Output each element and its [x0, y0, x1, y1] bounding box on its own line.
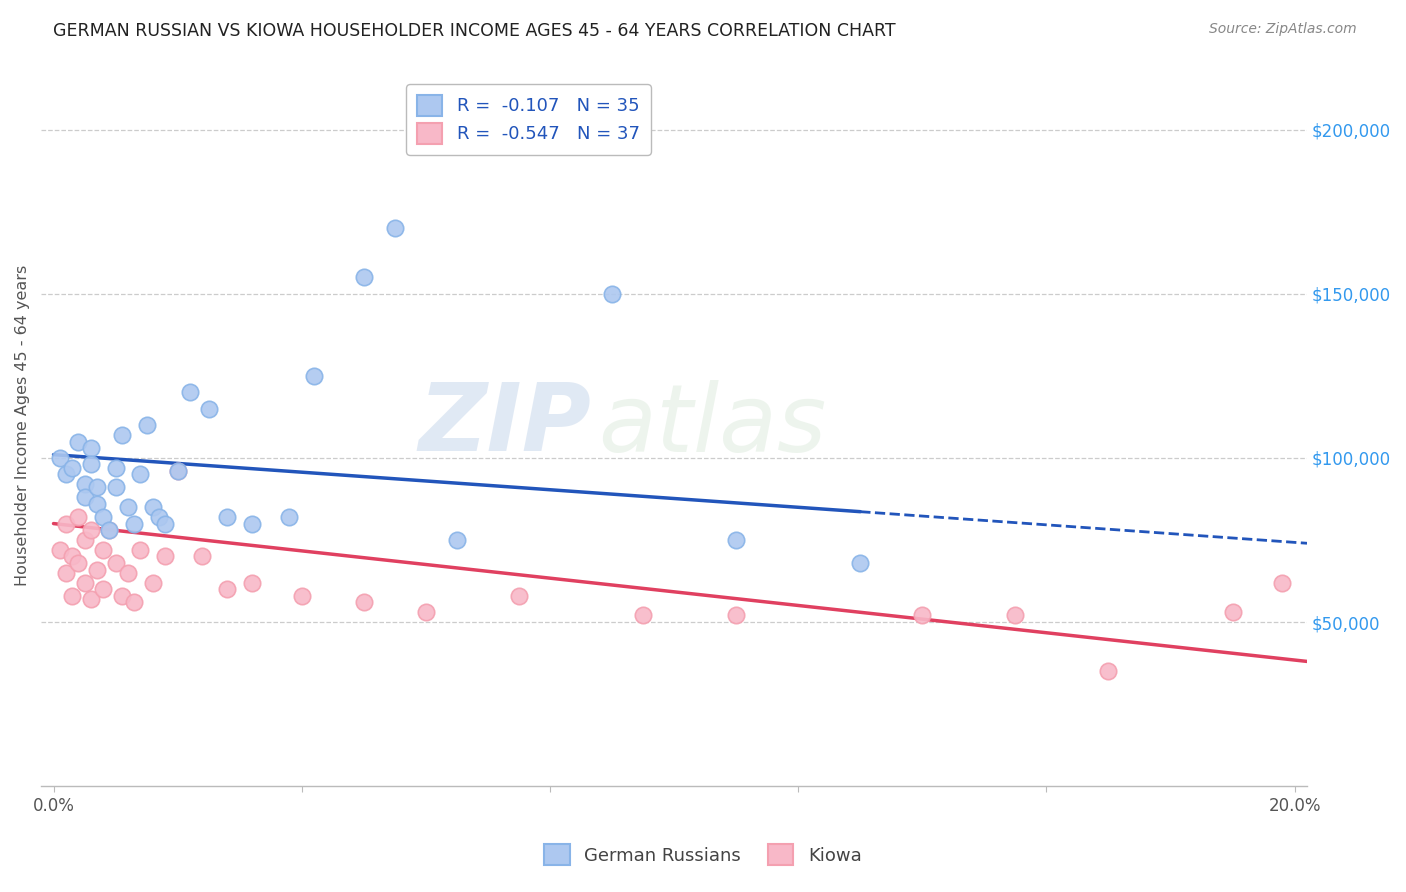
Point: [55, 516, 77, 531]
Point: [91, 510, 114, 524]
Point: [197, 401, 219, 416]
Point: [86, 480, 108, 494]
Point: [80, 441, 103, 455]
Point: [631, 608, 654, 623]
Point: [302, 368, 325, 383]
Point: [446, 533, 468, 547]
Point: [91, 542, 114, 557]
Point: [55, 467, 77, 482]
Point: [80, 592, 103, 607]
Y-axis label: Householder Income Ages 45 - 64 years: Householder Income Ages 45 - 64 years: [15, 264, 30, 586]
Point: [240, 516, 263, 531]
Point: [73, 477, 96, 491]
Point: [911, 608, 934, 623]
Point: [60, 589, 83, 603]
Point: [155, 549, 177, 564]
Point: [148, 510, 170, 524]
Point: [191, 549, 214, 564]
Point: [291, 589, 314, 603]
Legend: R =  -0.107   N = 35, R =  -0.547   N = 37: R = -0.107 N = 35, R = -0.547 N = 37: [406, 84, 651, 154]
Text: GERMAN RUSSIAN VS KIOWA HOUSEHOLDER INCOME AGES 45 - 64 YEARS CORRELATION CHART: GERMAN RUSSIAN VS KIOWA HOUSEHOLDER INCO…: [53, 22, 896, 40]
Point: [98, 523, 121, 537]
Point: [60, 549, 83, 564]
Point: [73, 533, 96, 547]
Point: [849, 556, 872, 570]
Text: ZIP: ZIP: [419, 379, 592, 471]
Point: [240, 575, 263, 590]
Point: [80, 523, 103, 537]
Point: [155, 516, 177, 531]
Text: Source: ZipAtlas.com: Source: ZipAtlas.com: [1209, 22, 1357, 37]
Point: [48, 450, 70, 465]
Point: [104, 460, 127, 475]
Point: [142, 575, 165, 590]
Point: [166, 464, 188, 478]
Point: [600, 286, 623, 301]
Point: [111, 428, 134, 442]
Point: [48, 542, 70, 557]
Point: [1004, 608, 1026, 623]
Point: [278, 510, 301, 524]
Point: [117, 500, 139, 515]
Point: [1222, 605, 1244, 619]
Point: [122, 516, 145, 531]
Point: [1271, 575, 1294, 590]
Point: [86, 497, 108, 511]
Point: [104, 556, 127, 570]
Point: [142, 500, 165, 515]
Point: [725, 533, 748, 547]
Point: [217, 510, 239, 524]
Text: atlas: atlas: [598, 380, 827, 471]
Point: [508, 589, 530, 603]
Point: [353, 595, 375, 609]
Point: [217, 582, 239, 597]
Point: [353, 270, 375, 285]
Point: [179, 385, 201, 400]
Point: [91, 582, 114, 597]
Point: [67, 510, 90, 524]
Point: [73, 575, 96, 590]
Point: [80, 458, 103, 472]
Point: [135, 418, 157, 433]
Point: [111, 589, 134, 603]
Point: [55, 566, 77, 580]
Legend: German Russians, Kiowa: German Russians, Kiowa: [537, 837, 869, 872]
Point: [67, 556, 90, 570]
Point: [725, 608, 748, 623]
Point: [86, 562, 108, 576]
Point: [166, 464, 188, 478]
Point: [98, 523, 121, 537]
Point: [67, 434, 90, 449]
Point: [129, 542, 152, 557]
Point: [415, 605, 437, 619]
Point: [117, 566, 139, 580]
Point: [129, 467, 152, 482]
Point: [60, 460, 83, 475]
Point: [122, 595, 145, 609]
Point: [384, 221, 406, 235]
Point: [104, 480, 127, 494]
Point: [1097, 665, 1119, 679]
Point: [73, 491, 96, 505]
